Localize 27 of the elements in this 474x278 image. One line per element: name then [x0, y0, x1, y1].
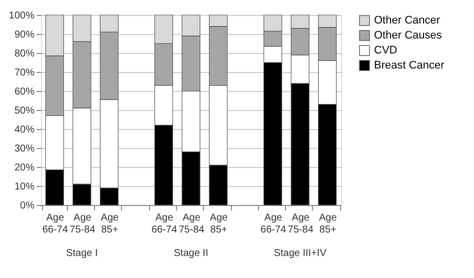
x-tick-label: Age 85+: [100, 212, 120, 236]
y-tick-label: 70%: [14, 68, 35, 78]
legend-label: Breast Cancer: [374, 60, 445, 72]
y-tick-label: 50%: [14, 106, 35, 116]
y-tick-label: 100%: [8, 10, 35, 22]
x-tick-label: Age 75-84: [178, 212, 205, 236]
y-tick-label: 80%: [14, 48, 35, 60]
x-tick-label: Age 75-84: [288, 212, 314, 236]
y-tick-label: 60%: [14, 86, 35, 98]
y-tick-label: 0%: [20, 200, 35, 212]
legend-label: Other Cancer: [374, 14, 440, 26]
y-tick-label: 20%: [14, 162, 35, 174]
y-tick-label: 40%: [14, 124, 35, 136]
x-tick-label: Age 85+: [210, 212, 228, 236]
x-tick-label: Age 66-74: [151, 212, 178, 236]
x-tick-label: Age 66-74: [42, 212, 68, 236]
legend-label: Other Causes: [374, 30, 442, 42]
y-tick-label: 30%: [14, 144, 35, 154]
legend-label: CVD: [374, 44, 398, 56]
text: Stage III+IV: [274, 248, 327, 259]
x-tick-label: Age 66-74: [260, 212, 287, 236]
text: Stage I: [66, 248, 98, 259]
y-tick-label: 90%: [14, 30, 35, 40]
x-tick-label: Age 85+: [318, 212, 338, 236]
y-tick-label: 10%: [14, 182, 35, 192]
x-tick-label: Age 75-84: [70, 212, 96, 236]
text: Stage II: [174, 248, 208, 259]
